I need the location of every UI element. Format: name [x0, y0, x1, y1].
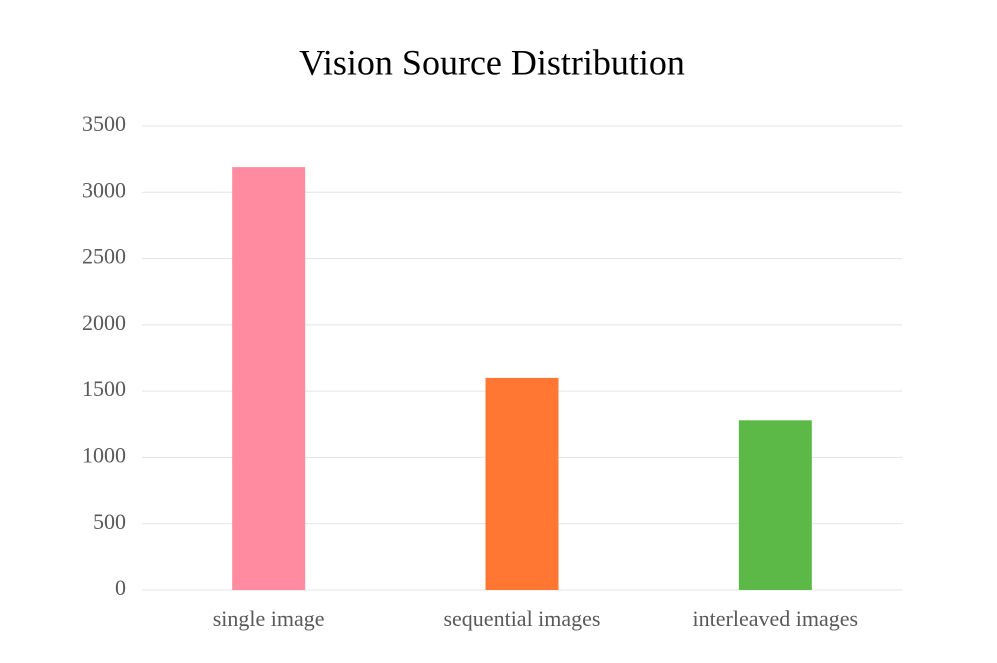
y-tick-label: 2000 [82, 310, 126, 335]
y-tick-label: 3500 [82, 111, 126, 136]
x-tick-label: single image [213, 606, 325, 631]
bar [485, 377, 559, 590]
y-tick-label: 2500 [82, 244, 126, 269]
x-tick-label: sequential images [443, 606, 600, 631]
bar [738, 420, 812, 590]
y-tick-label: 0 [115, 575, 126, 600]
bar [232, 167, 306, 590]
y-tick-label: 1000 [82, 442, 126, 467]
y-tick-label: 1500 [82, 376, 126, 401]
chart-title: Vision Source Distribution [299, 42, 685, 82]
y-tick-label: 500 [93, 509, 126, 534]
x-tick-label: interleaved images [693, 606, 859, 631]
y-tick-label: 3000 [82, 177, 126, 202]
